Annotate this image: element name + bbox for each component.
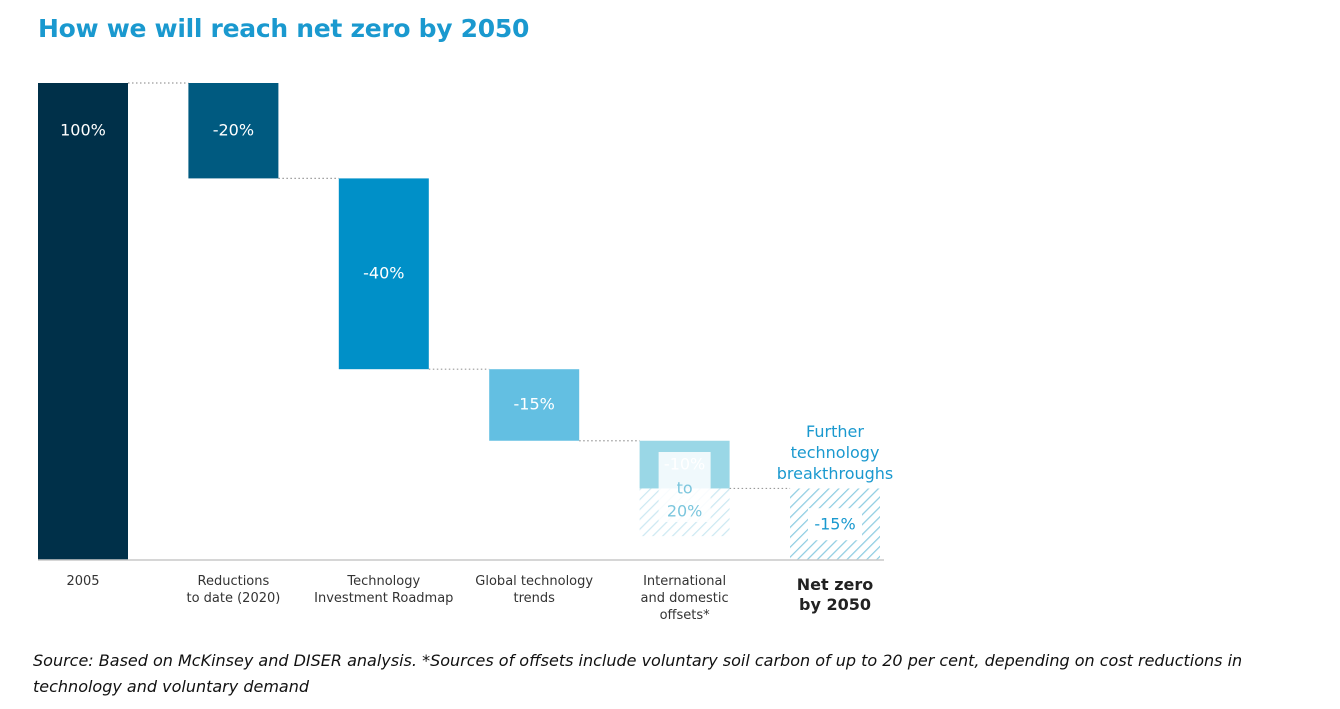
value-label: to	[677, 479, 693, 498]
annotation-text: Further	[806, 422, 864, 441]
category-label: by 2050	[799, 595, 871, 614]
category-label: Investment Roadmap	[314, 591, 453, 606]
annotations: Further technology breakthroughs	[777, 422, 894, 483]
category-label: to date (2020)	[186, 591, 280, 606]
annotation-text: technology	[791, 443, 880, 462]
value-label: -40%	[363, 263, 404, 282]
category-label: Global technology	[475, 574, 593, 589]
bars	[38, 83, 880, 560]
category-label: 2005	[66, 574, 99, 589]
bar-3	[489, 369, 580, 441]
value-label: -10%	[664, 455, 705, 474]
value-labels: 100% -20% -40% -15% -10% to 20% -15%	[60, 121, 862, 541]
category-label: offsets*	[660, 608, 711, 623]
waterfall-chart: 100% -20% -40% -15% -10% to 20% -15% 2005 Reduct…	[38, 82, 894, 623]
category-label: trends	[513, 591, 555, 606]
category-label: Net zero	[797, 575, 874, 594]
annotation-text: breakthroughs	[777, 464, 894, 483]
category-label: and domestic	[641, 591, 729, 606]
value-label: 100%	[60, 121, 106, 140]
bar-0	[38, 83, 128, 560]
value-label: -15%	[814, 515, 855, 534]
category-labels: 2005 Reductions to date (2020) Technology In…	[66, 574, 873, 623]
source-note: Source: Based on McKinsey and DISER anal…	[33, 651, 1243, 696]
value-label-bg	[808, 508, 862, 541]
value-label: -20%	[213, 121, 254, 140]
bar-1	[188, 83, 279, 179]
category-label: Technology	[346, 574, 420, 589]
category-label: Reductions	[198, 574, 270, 589]
value-label: 20%	[667, 502, 703, 521]
chart-title: How we will reach net zero by 2050	[38, 14, 530, 43]
value-label-bg	[658, 452, 711, 522]
value-label: -15%	[514, 394, 555, 413]
category-label: International	[643, 574, 726, 589]
bar-2	[338, 178, 429, 370]
